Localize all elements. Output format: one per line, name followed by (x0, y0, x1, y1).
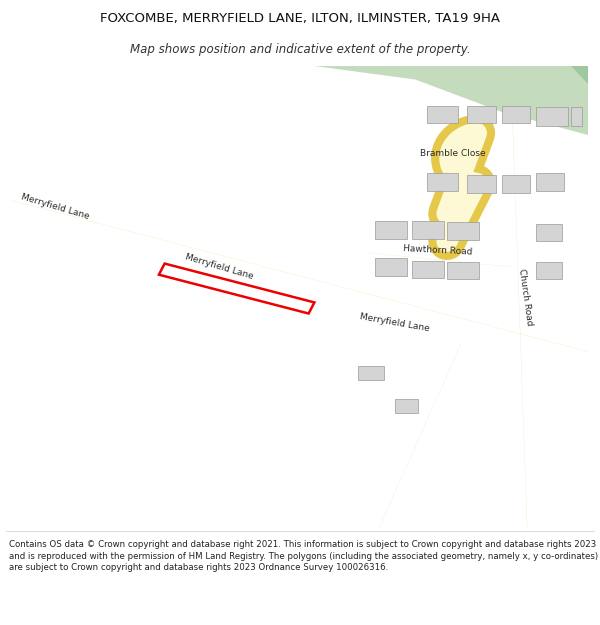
Bar (467, 106, 496, 124)
Bar (502, 106, 530, 124)
Bar (447, 262, 479, 279)
Bar (536, 262, 562, 279)
Bar (375, 259, 407, 276)
Bar (358, 366, 383, 380)
Text: Merryfield Lane: Merryfield Lane (184, 253, 254, 281)
Bar (571, 107, 582, 126)
Bar (412, 261, 444, 278)
Text: Church Road: Church Road (517, 268, 534, 326)
Bar (536, 173, 564, 191)
Bar (502, 175, 530, 192)
Bar (427, 173, 458, 191)
Text: Merryfield Lane: Merryfield Lane (359, 312, 431, 333)
Bar (375, 221, 407, 239)
Text: FOXCOMBE, MERRYFIELD LANE, ILTON, ILMINSTER, TA19 9HA: FOXCOMBE, MERRYFIELD LANE, ILTON, ILMINS… (100, 12, 500, 25)
Bar (427, 106, 458, 124)
Text: Contains OS data © Crown copyright and database right 2021. This information is : Contains OS data © Crown copyright and d… (9, 540, 598, 572)
Text: Bramble Close: Bramble Close (420, 149, 485, 158)
Bar (395, 399, 418, 412)
Polygon shape (311, 66, 588, 135)
Text: Hawthorn Road: Hawthorn Road (403, 244, 473, 257)
Bar (536, 224, 562, 241)
Text: Map shows position and indicative extent of the property.: Map shows position and indicative extent… (130, 42, 470, 56)
Bar (467, 175, 496, 192)
Text: Merryfield Lane: Merryfield Lane (20, 192, 91, 221)
Polygon shape (571, 66, 588, 84)
Bar (447, 222, 479, 240)
Bar (536, 107, 568, 126)
Bar (412, 221, 444, 239)
